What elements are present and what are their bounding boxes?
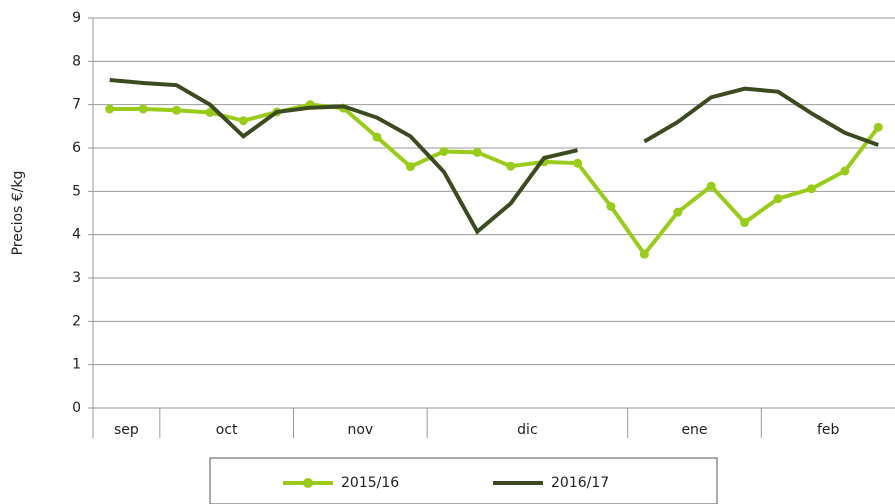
legend-label: 2015/16 — [341, 475, 399, 491]
y-tick-label: 5 — [72, 183, 81, 199]
point — [606, 202, 616, 211]
x-tick-label: nov — [347, 422, 373, 438]
point — [573, 158, 583, 168]
point — [740, 218, 750, 228]
point — [372, 132, 382, 142]
x-tick-label: oct — [216, 422, 238, 438]
point — [138, 104, 148, 114]
legend-label: 2016/17 — [551, 475, 609, 491]
point — [205, 107, 215, 117]
point — [405, 162, 415, 172]
point — [238, 116, 248, 126]
point — [472, 147, 482, 157]
series-line — [109, 102, 880, 258]
point — [806, 184, 816, 194]
y-tick-label: 3 — [72, 270, 81, 286]
y-tick-label: 8 — [72, 53, 81, 69]
y-tick-label: 9 — [72, 10, 81, 26]
legend-marker — [303, 478, 313, 488]
legend-box — [209, 457, 718, 504]
point — [172, 105, 182, 115]
y-tick-label: 4 — [72, 227, 81, 243]
series-line — [109, 77, 879, 235]
point — [105, 104, 115, 114]
point — [840, 166, 850, 176]
x-tick-label: dic — [517, 422, 537, 438]
x-tick-label: feb — [817, 422, 840, 438]
point — [506, 161, 516, 171]
point — [773, 194, 783, 204]
y-axis-label: Precios €/kg — [10, 171, 26, 256]
y-tick-label: 6 — [72, 140, 81, 156]
point — [639, 249, 649, 259]
point — [439, 146, 449, 156]
y-tick-label: 1 — [72, 357, 81, 373]
x-tick-label: ene — [681, 422, 707, 438]
point — [706, 181, 716, 191]
y-tick-label: 7 — [72, 97, 81, 113]
point — [673, 207, 683, 217]
y-tick-label: 0 — [72, 400, 81, 416]
x-tick-label: sep — [114, 422, 139, 438]
point — [873, 122, 883, 132]
y-tick-label: 2 — [72, 313, 81, 329]
